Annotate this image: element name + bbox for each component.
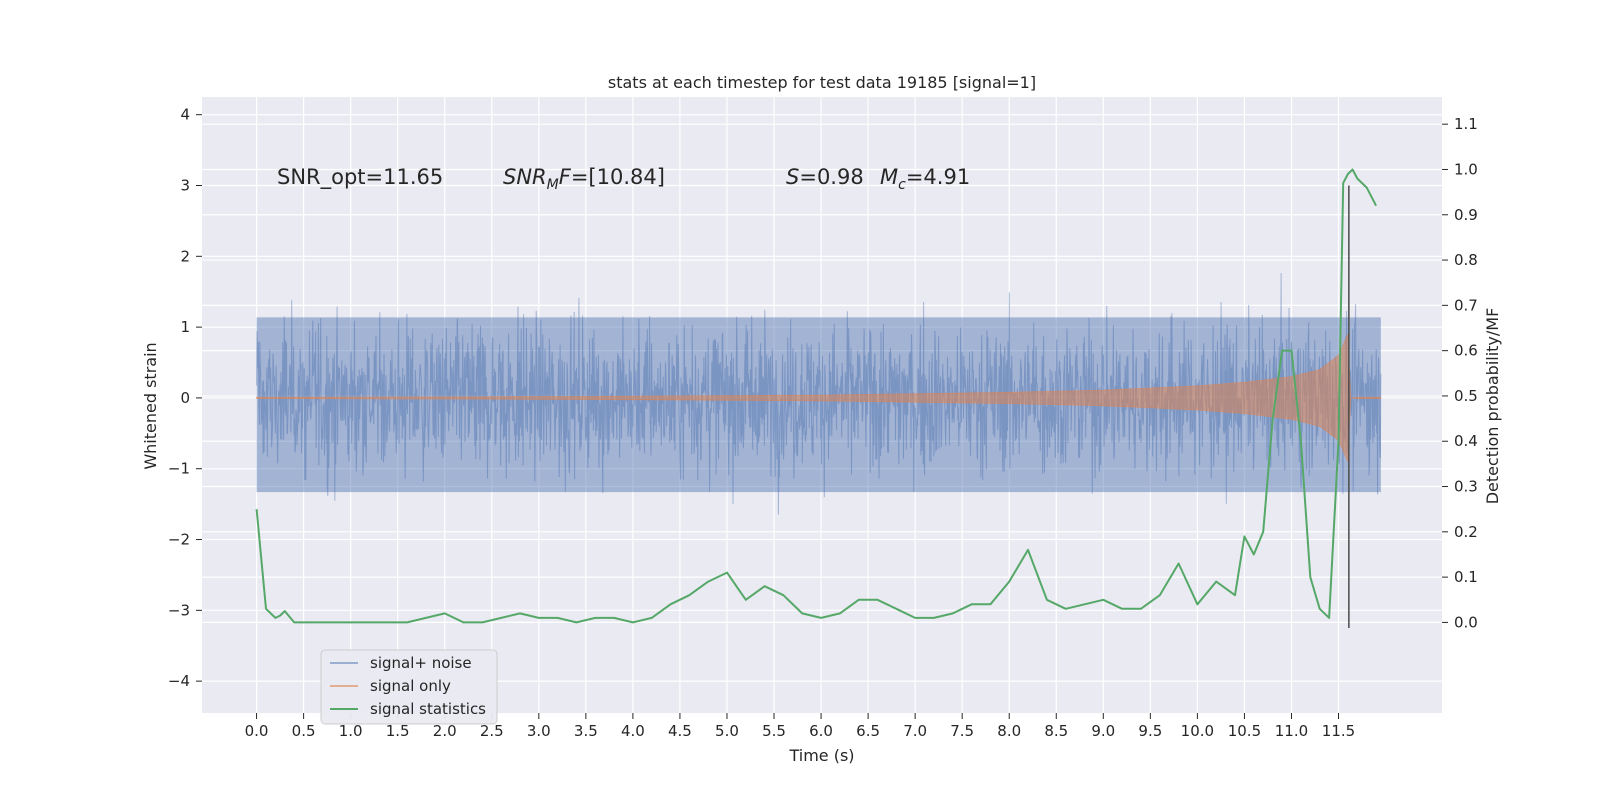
- x-tick-label: 7.5: [950, 722, 974, 740]
- y-left-tick-label: 0: [180, 389, 190, 407]
- x-tick-label: 2.5: [480, 722, 504, 740]
- y-right-tick-label: 1.0: [1454, 160, 1478, 178]
- annotation-snr-mf: SNRMF=[10.84]: [503, 165, 665, 193]
- y-right-tick-label: 0.9: [1454, 206, 1478, 224]
- y-right-tick-label: 0.3: [1454, 478, 1478, 496]
- x-axis-label: Time (s): [788, 746, 854, 765]
- chart-title: stats at each timestep for test data 191…: [608, 73, 1036, 92]
- y-left-tick-label: 4: [180, 106, 190, 124]
- legend-label-statistics: signal statistics: [370, 700, 486, 718]
- x-tick-label: 0.5: [292, 722, 316, 740]
- y-axis-right-label: Detection probability/MF: [1483, 308, 1502, 505]
- x-tick-label: 6.0: [809, 722, 833, 740]
- y-right-tick-label: 0.1: [1454, 568, 1478, 586]
- x-tick-label: 7.0: [903, 722, 927, 740]
- x-tick-label: 3.0: [527, 722, 551, 740]
- y-left-tick-label: 3: [180, 177, 190, 195]
- x-tick-label: 5.0: [715, 722, 739, 740]
- y-left-tick-label: 2: [180, 247, 190, 265]
- x-tick-label: 1.5: [386, 722, 410, 740]
- x-tick-label: 2.0: [433, 722, 457, 740]
- y-right-tick-label: 0.7: [1454, 296, 1478, 314]
- x-tick-label: 11.5: [1322, 722, 1355, 740]
- annotation-snr-opt: SNR_opt=11.65: [277, 165, 443, 190]
- y-right-tick-label: 1.1: [1454, 115, 1478, 133]
- x-tick-label: 8.0: [997, 722, 1021, 740]
- y-left-tick-label: −1: [168, 460, 190, 478]
- y-left-tick-label: −2: [168, 531, 190, 549]
- legend-label-signal: signal only: [370, 677, 451, 695]
- signal-series: [256, 185, 1382, 629]
- x-tick-label: 4.5: [668, 722, 692, 740]
- x-tick-label: 3.5: [574, 722, 598, 740]
- y-left-tick-label: −3: [168, 601, 190, 619]
- y-left-tick-label: −4: [168, 672, 190, 690]
- x-tick-label: 4.0: [621, 722, 645, 740]
- x-tick-label: 9.5: [1138, 722, 1162, 740]
- y-right-tick-labels: 1.1 1.0 0.9 0.8 0.7 0.6 0.5 0.4 0.3 0.2 0.1 0.0: [1442, 115, 1478, 631]
- x-tick-label: 8.5: [1044, 722, 1068, 740]
- x-tick-label: 5.5: [762, 722, 786, 740]
- y-right-tick-label: 0.4: [1454, 432, 1478, 450]
- statistics-series: [255, 168, 1377, 624]
- x-tick-label: 11.0: [1275, 722, 1308, 740]
- y-right-tick-label: 0.2: [1454, 523, 1478, 541]
- statistics-line: [255, 168, 1377, 624]
- x-tick-label: 1.0: [339, 722, 363, 740]
- legend-label-noise: signal+ noise: [370, 654, 472, 672]
- x-tick-labels: 0.0 0.5 1.0 1.5 2.0 2.5 3.0 3.5 4.0 4.5 5.0 5.5 6.0 6…: [245, 713, 1355, 740]
- y-left-tick-label: 1: [180, 318, 190, 336]
- signal-envelope: [256, 334, 1382, 462]
- x-tick-label: 6.5: [856, 722, 880, 740]
- y-left-tick-labels: 4 3 2 1 0 −1 −2 −3 −4: [168, 106, 202, 690]
- x-tick-label: 10.0: [1181, 722, 1214, 740]
- y-right-tick-label: 0.0: [1454, 613, 1478, 631]
- y-right-tick-label: 0.5: [1454, 387, 1478, 405]
- y-axis-left-label: Whitened strain: [141, 342, 160, 469]
- x-tick-label: 10.5: [1228, 722, 1261, 740]
- legend-box: [320, 649, 498, 725]
- x-tick-label: 9.0: [1091, 722, 1115, 740]
- y-right-tick-label: 0.8: [1454, 251, 1478, 269]
- legend: signal+ noise signal only signal statist…: [320, 649, 498, 725]
- grid: [202, 97, 1442, 713]
- annotation-s-stat: S=0.98: [786, 165, 864, 189]
- annotation-chirp-mass: Mc=4.91: [880, 165, 970, 193]
- x-tick-label: 0.0: [245, 722, 269, 740]
- y-right-tick-label: 0.6: [1454, 342, 1478, 360]
